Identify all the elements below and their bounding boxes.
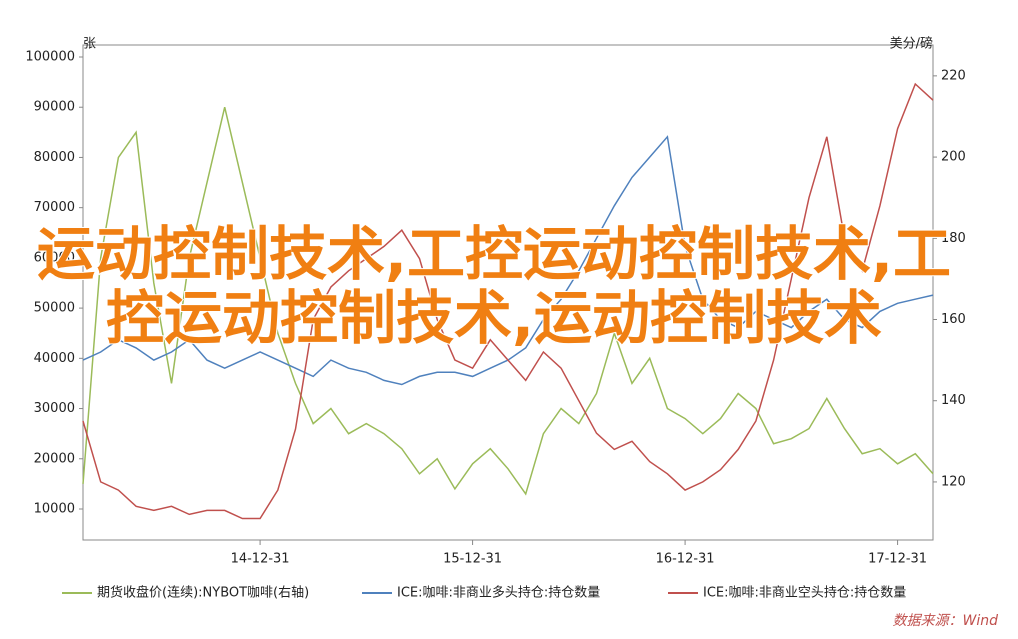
legend-label: ICE:咖啡:非商业多头持仓:持仓数量 <box>397 585 600 601</box>
y-tick-label: 30000 <box>34 401 75 416</box>
y2-tick-label: 180 <box>941 231 966 246</box>
y-axis-label: 张 <box>83 37 96 52</box>
series-line <box>82 82 934 520</box>
y-tick-label: 20000 <box>34 451 75 466</box>
x-tick-label: 17-12-31 <box>868 552 927 567</box>
series-line <box>82 107 934 496</box>
legend-label: 期货收盘价(连续):NYBOT咖啡(右轴) <box>97 585 309 601</box>
overlay-text: 运动控制技术,工控运动控制技术,工控运动控制技术,运动控制技术 <box>36 220 952 352</box>
x-tick-label: 16-12-31 <box>656 552 715 567</box>
y2-axis-label: 美分/磅 <box>890 36 933 52</box>
y2-tick-label: 200 <box>941 150 966 165</box>
y-tick-label: 50000 <box>34 301 75 316</box>
x-tick-label: 15-12-31 <box>443 552 502 567</box>
y-tick-label: 40000 <box>34 351 75 366</box>
y-tick-label: 80000 <box>34 150 75 165</box>
y-tick-label: 60000 <box>34 250 75 265</box>
y2-tick-label: 160 <box>941 312 966 327</box>
source: 数据来源：Wind <box>893 613 999 629</box>
y-tick-label: 10000 <box>34 501 75 516</box>
legend-label: ICE:咖啡:非商业空头持仓:持仓数量 <box>703 586 906 601</box>
y-tick-label: 90000 <box>34 100 75 115</box>
plot-frame <box>82 44 934 541</box>
y2-tick-label: 120 <box>941 474 966 489</box>
y2-tick-label: 140 <box>941 393 966 408</box>
y2-tick-label: 220 <box>941 68 966 83</box>
y-tick-label: 70000 <box>34 200 75 215</box>
y-tick-label: 100000 <box>25 50 75 65</box>
x-tick-label: 14-12-31 <box>231 552 290 567</box>
